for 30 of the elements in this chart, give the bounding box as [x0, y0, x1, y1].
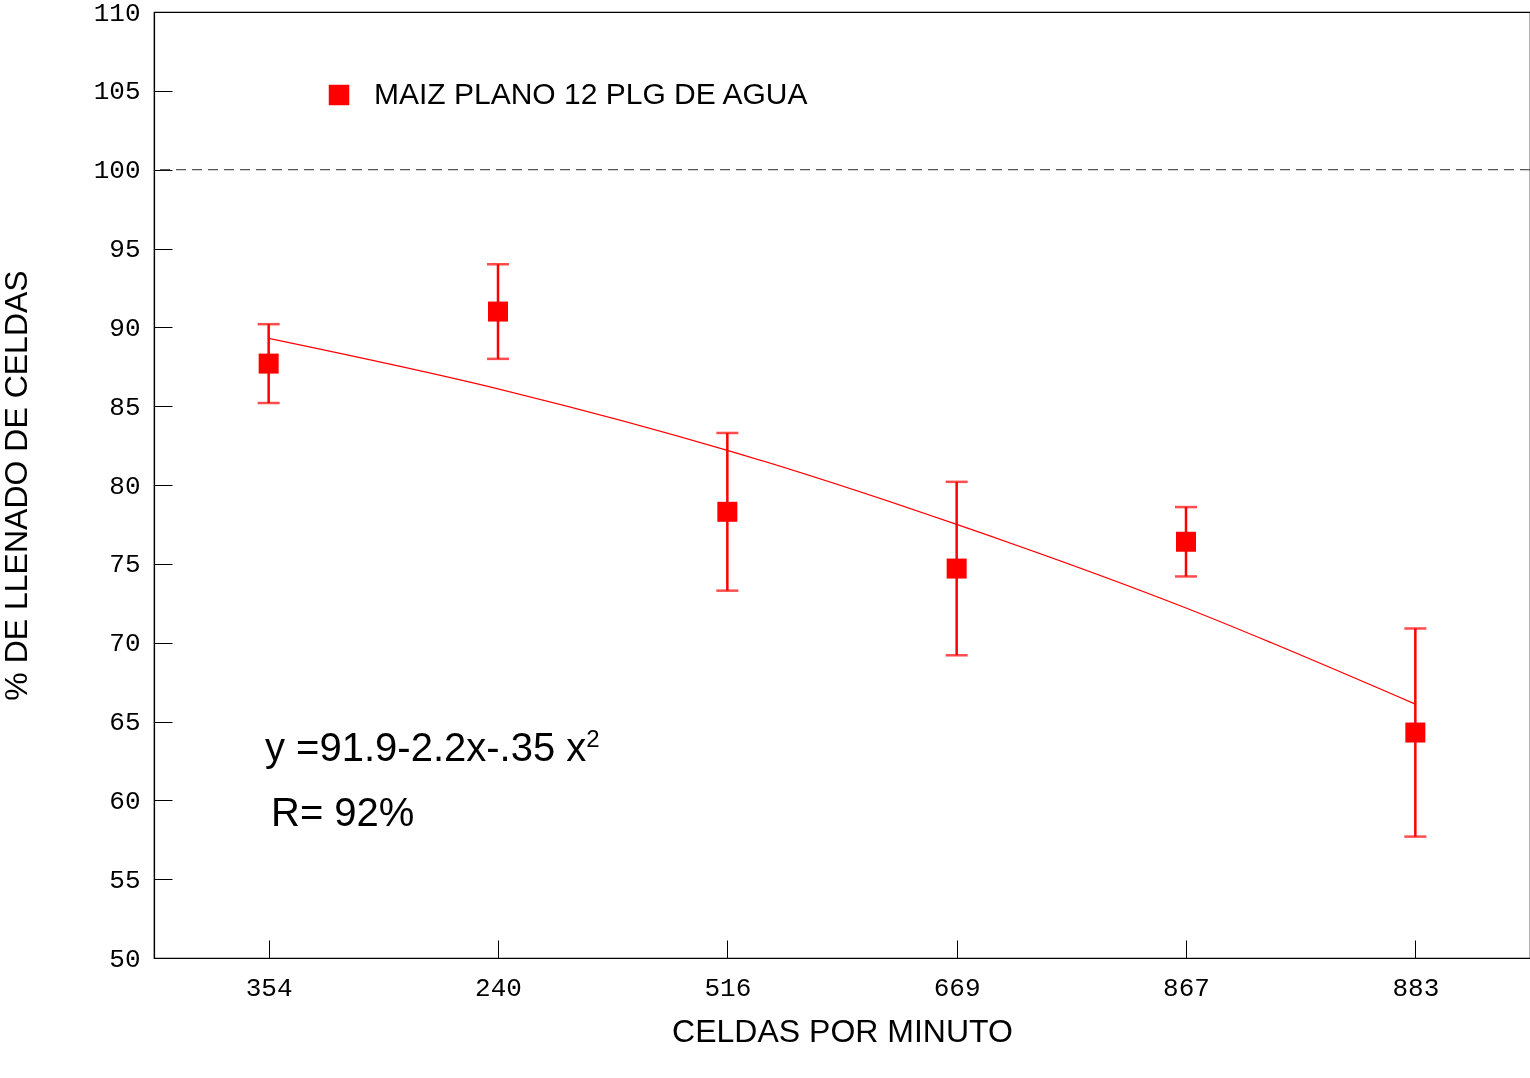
y-tick-label: 105 [93, 77, 141, 108]
x-tick-label: 240 [475, 973, 522, 1004]
y-axis-title: % DE LLENADO DE CELDAS [0, 270, 34, 701]
x-axis-title: CELDAS POR MINUTO [672, 1012, 1013, 1049]
y-tick-label: 85 [109, 392, 141, 423]
x-tick-label: 354 [245, 973, 293, 1004]
x-tick-label: 867 [1163, 973, 1210, 1004]
y-tick-label: 70 [109, 629, 141, 660]
equation-note: R= 92% [271, 790, 415, 835]
y-tick-label: 60 [109, 786, 141, 817]
point [717, 501, 738, 522]
y-tick-label: 55 [109, 865, 141, 896]
y-tick-label: 75 [109, 550, 141, 581]
y-tick-label: 110 [93, 0, 141, 29]
point [488, 301, 508, 322]
y-tick-label: 100 [93, 156, 141, 187]
x-tick-label: 669 [933, 973, 981, 1004]
point [1176, 531, 1196, 552]
y-tick-label: 80 [109, 471, 141, 502]
y-tick-label: 90 [109, 313, 141, 344]
legend-label: MAIZ PLANO 12 PLG DE AGUA [374, 77, 808, 110]
x-tick-label: 883 [1392, 973, 1440, 1004]
y-tick-label: 95 [109, 235, 141, 265]
y-tick-label: 50 [109, 944, 141, 975]
equation-note: y =91.9-2.2x-.35 x$^{2}$ [265, 725, 600, 771]
y-tick-label: 65 [109, 708, 141, 738]
point [1405, 722, 1426, 743]
point [946, 558, 967, 579]
x-tick-label: 516 [704, 973, 752, 1004]
point [258, 353, 279, 374]
